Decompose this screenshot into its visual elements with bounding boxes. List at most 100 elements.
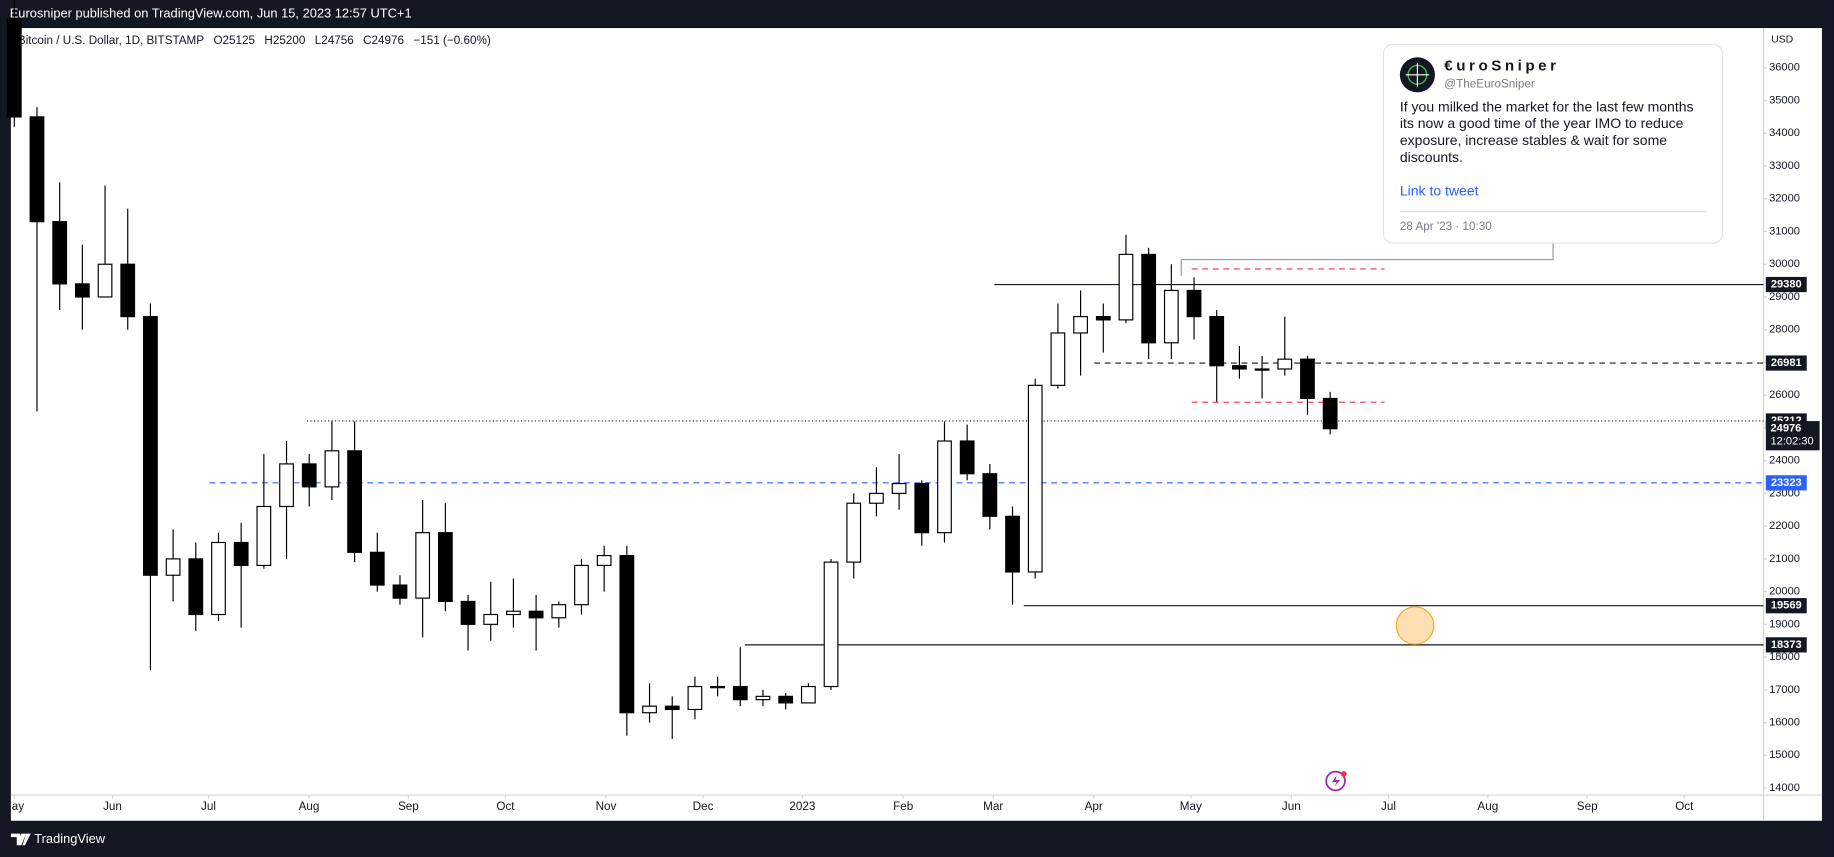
candle-body	[551, 604, 567, 619]
candle-body	[1050, 332, 1066, 386]
candle-body	[1186, 289, 1202, 318]
x-tick-label: Jul	[201, 800, 216, 813]
tweet-link[interactable]: Link to tweet	[1400, 182, 1479, 198]
legend-change: −151 (−0.60%)	[413, 34, 490, 47]
price-tag	[1765, 421, 1820, 451]
candle-body	[437, 532, 453, 603]
tweet-handle: @TheEuroSniper	[1444, 77, 1535, 90]
candle-body	[846, 502, 862, 563]
legend-value: 25125	[223, 34, 256, 47]
alert-icon[interactable]	[1325, 770, 1346, 792]
candle-body	[120, 263, 136, 318]
candle-body	[642, 705, 657, 714]
candle-body	[959, 440, 975, 475]
legend-key: H	[264, 34, 272, 47]
legend-value: 24976	[372, 34, 405, 47]
candle-body	[483, 613, 499, 625]
level-tag	[1765, 637, 1807, 653]
candle-body	[732, 685, 748, 701]
candle-body	[869, 492, 884, 504]
candle-body	[6, 18, 22, 118]
level-tag	[1765, 276, 1807, 293]
candle-body	[596, 555, 612, 566]
level-tag	[1765, 355, 1807, 371]
y-tick-label: 29000	[1769, 291, 1800, 303]
level-tag-label: 26981	[1771, 357, 1802, 369]
candle-body	[1163, 289, 1179, 344]
candle-body	[1209, 316, 1225, 367]
x-tick-label: Dec	[693, 800, 714, 813]
candle-body	[143, 316, 158, 576]
y-tick-label: 17000	[1769, 684, 1800, 696]
y-tick-label: 34000	[1769, 127, 1800, 139]
candle-body	[687, 685, 703, 711]
candle-body	[800, 685, 816, 704]
candle-body	[914, 482, 930, 534]
candle-body	[301, 463, 317, 488]
legend-key: C	[363, 34, 371, 47]
x-tick-label: Sep	[1577, 800, 1598, 813]
footer: TradingView	[34, 831, 105, 846]
y-tick-label: 31000	[1769, 225, 1800, 237]
y-tick-label: 26000	[1769, 389, 1800, 401]
candle-body	[574, 564, 589, 606]
y-tick-label: 30000	[1769, 258, 1800, 270]
price-tag-label: 24976	[1770, 423, 1801, 435]
candle-body	[188, 558, 204, 616]
legend-value: 25200	[273, 34, 306, 47]
legend: Bitcoin / U.S. Dollar, 1D, BITSTAMP O2512…	[18, 34, 491, 47]
candle-body	[1095, 316, 1111, 321]
candle-body	[415, 532, 431, 599]
x-tick-label: Oct	[496, 800, 515, 813]
callout-connector	[1181, 243, 1554, 261]
y-tick-label: 33000	[1769, 160, 1800, 172]
y-tick-label: 28000	[1769, 324, 1800, 336]
y-tick-label: 22000	[1769, 520, 1800, 532]
candle-body	[1027, 384, 1043, 573]
avatar-cross	[1405, 63, 1430, 87]
candle-body	[392, 584, 408, 599]
y-tick-label: 19000	[1769, 618, 1800, 630]
alert-bolt	[1332, 775, 1341, 787]
candle-body	[506, 610, 521, 616]
candle-body	[1300, 358, 1315, 400]
logo	[10, 833, 31, 846]
level-tag-label: 18373	[1771, 639, 1802, 651]
x-tick-label: Aug	[299, 800, 320, 813]
x-tick-label: Nov	[596, 800, 617, 813]
tweet-line: If you milked the market for the last fe…	[1400, 98, 1694, 114]
legend-value: 24756	[321, 34, 354, 47]
x-tick-label: May	[1180, 800, 1202, 813]
legend-key: L	[315, 34, 322, 47]
candle-body	[619, 555, 635, 714]
x-tick-label: Sep	[398, 800, 419, 813]
legend-key: O	[213, 34, 222, 47]
tweet-line: discounts.	[1400, 149, 1463, 165]
level-tag-label: 23323	[1771, 477, 1802, 489]
candle-body	[324, 450, 340, 488]
candle-body	[1254, 368, 1270, 371]
candle-body	[1073, 316, 1088, 334]
tweet-box	[1382, 43, 1724, 244]
y-tick-label: 24000	[1769, 455, 1800, 467]
tweet-name: €uroSniper	[1444, 58, 1559, 75]
level-tag-label: 19569	[1771, 600, 1802, 612]
candle-body	[279, 463, 294, 508]
candle-body	[74, 283, 90, 298]
header: Eurosniper published on TradingView.com,…	[10, 5, 412, 20]
candle-body	[97, 263, 113, 298]
y-tick-label: 16000	[1769, 716, 1800, 728]
candle-body	[778, 695, 794, 704]
alert-dot	[1340, 771, 1347, 777]
y-tick-label: 14000	[1769, 782, 1800, 794]
x-tick-label: Jul	[1381, 800, 1396, 813]
candle-body	[233, 541, 249, 566]
candle-body	[1118, 253, 1134, 321]
candle-body	[982, 473, 998, 517]
x-tick-label: Jun	[1282, 800, 1301, 813]
level-tag	[1765, 475, 1807, 491]
candle-body	[29, 116, 45, 223]
level-tag-label: 29380	[1771, 278, 1802, 290]
candle-body	[1277, 358, 1293, 370]
